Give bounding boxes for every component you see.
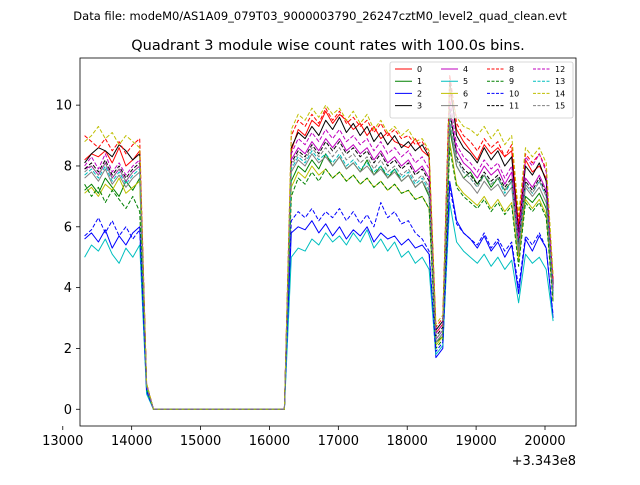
x-tick-label: 18000 xyxy=(387,434,428,449)
series-line-14 xyxy=(84,86,554,410)
legend-label-12: 12 xyxy=(555,65,565,74)
legend-label-3: 3 xyxy=(417,102,422,111)
legend-label-13: 13 xyxy=(555,77,565,86)
legend-label-8: 8 xyxy=(509,65,514,74)
axes-frame xyxy=(79,57,577,427)
x-tick-label: 15000 xyxy=(180,434,221,449)
legend-label-11: 11 xyxy=(509,102,519,111)
y-tick-label: 8 xyxy=(64,159,72,174)
y-tick-label: 10 xyxy=(55,99,72,114)
series-line-10 xyxy=(84,186,554,410)
series-line-6 xyxy=(84,141,554,410)
x-tick-label: 17000 xyxy=(318,434,359,449)
series-line-12 xyxy=(84,98,554,410)
series-line-0 xyxy=(84,89,554,410)
series-line-11 xyxy=(84,107,554,410)
legend-label-4: 4 xyxy=(463,65,468,74)
series-line-13 xyxy=(84,116,554,410)
series-line-9 xyxy=(84,147,554,410)
x-tick-label: 19000 xyxy=(455,434,496,449)
series-line-1 xyxy=(84,129,554,410)
figure-suptitle: Data file: modeM0/AS1A09_079T03_90000037… xyxy=(73,9,567,23)
legend-label-14: 14 xyxy=(555,89,565,98)
chart-title: Quadrant 3 module wise count rates with … xyxy=(131,38,525,54)
series-line-15 xyxy=(84,113,554,410)
y-axis: 0 2 4 6 8 10 xyxy=(55,99,80,418)
legend-label-2: 2 xyxy=(417,89,422,98)
x-tick-label: 16000 xyxy=(249,434,290,449)
y-tick-label: 6 xyxy=(64,220,72,235)
legend-label-9: 9 xyxy=(509,77,514,86)
x-tick-label: 14000 xyxy=(111,434,152,449)
series-line-5 xyxy=(84,202,554,410)
series-line-2 xyxy=(84,180,554,410)
x-tick-label: 20000 xyxy=(524,434,565,449)
legend-label-7: 7 xyxy=(463,102,468,111)
series-line-8 xyxy=(84,74,554,410)
x-axis: 13000 14000 15000 16000 17000 18000 19000 20000 xyxy=(42,426,566,449)
x-tick-label: 13000 xyxy=(42,434,83,449)
legend-box xyxy=(389,61,574,119)
plot-lines xyxy=(84,74,554,410)
legend-label-15: 15 xyxy=(555,102,565,111)
legend-label-6: 6 xyxy=(463,89,468,98)
legend-label-0: 0 xyxy=(417,65,422,74)
x-offset-label: +3.343e8 xyxy=(512,454,576,469)
legend-label-1: 1 xyxy=(417,77,422,86)
legend-label-5: 5 xyxy=(463,77,468,86)
y-tick-label: 0 xyxy=(64,403,72,418)
series-line-7 xyxy=(84,122,554,410)
y-tick-label: 2 xyxy=(64,342,72,357)
legend-label-10: 10 xyxy=(509,89,519,98)
y-tick-label: 4 xyxy=(64,281,72,296)
